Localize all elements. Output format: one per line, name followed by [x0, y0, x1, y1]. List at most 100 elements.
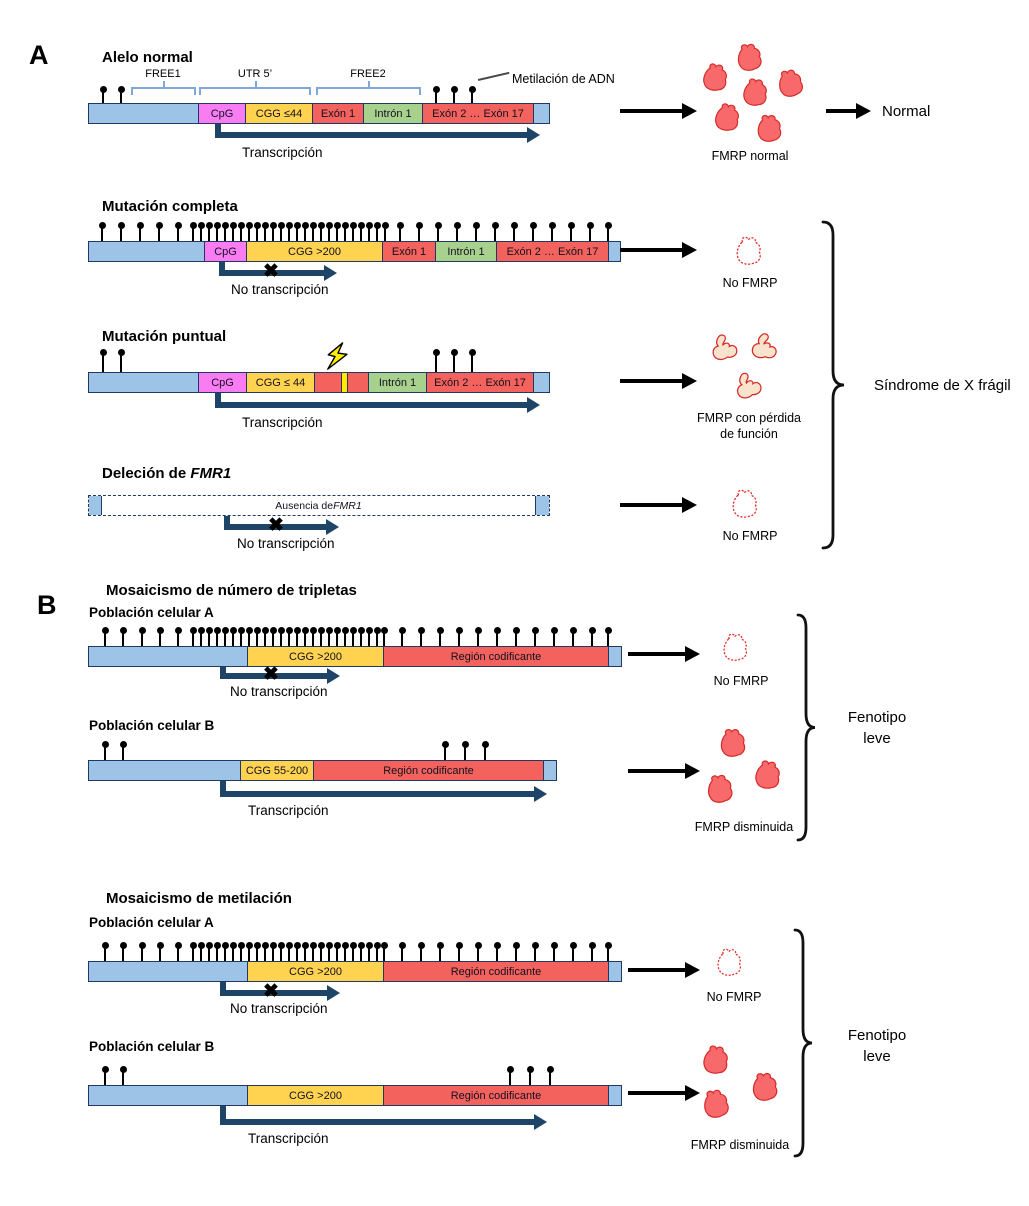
tripletas-poblacion-a-title: Población celular A	[89, 605, 214, 621]
mutacion-completa-methylation-stem-24	[344, 227, 346, 241]
label-text: Exón 2 … Exón 17	[506, 245, 599, 258]
mutacion-completa-methylation-head-18	[293, 221, 301, 229]
alelo-normal-transcription-arrowhead	[527, 127, 540, 143]
alelo-normal-transcription-label: Transcripción	[242, 145, 323, 160]
metilacion-poblacion-b-methylation-stem-2	[509, 1071, 511, 1085]
mutacion-completa-methylation-head-8	[213, 221, 221, 229]
tripletas-poblacion-b-methylation-stem-2	[444, 746, 446, 760]
mutacion-completa-methylation-stem-30	[399, 227, 401, 241]
delecion-fmr1-result-arrow-head	[682, 496, 697, 513]
tripletas-poblacion-a-segment-cgg-200: CGG >200	[248, 647, 384, 666]
fmrp-protein-blob-solid	[720, 728, 746, 757]
metilacion-poblacion-a-methylation-stem-9	[224, 947, 226, 961]
mutacion-completa-methylation-stem-8	[216, 227, 218, 241]
metilacion-poblacion-a-methylation-stem-7	[208, 947, 210, 961]
delecion-fmr1-result-label-0: No FMRP	[722, 529, 778, 543]
metilacion-poblacion-a-methylation-stem-37	[534, 947, 536, 961]
mutacion-completa-transcription-vertical	[219, 262, 225, 276]
tripletas-poblacion-a-methylation-stem-12	[248, 632, 250, 646]
label-text: Población celular A	[89, 605, 214, 620]
tripletas-poblacion-b-result-arrow-line	[628, 768, 687, 774]
panel-label-b: B	[37, 590, 57, 620]
tripletas-poblacion-b-segment-blue	[89, 761, 241, 780]
metilacion-poblacion-b-title: Población celular B	[89, 1039, 215, 1055]
mutacion-completa-methylation-head-5	[189, 221, 197, 229]
metilacion-poblacion-a-methylation-stem-20	[312, 947, 314, 961]
tripletas-poblacion-a-methylation-stem-17	[288, 632, 290, 646]
mutacion-puntual-methylation-stem-1	[120, 354, 122, 372]
tripletas-poblacion-a-methylation-head-5	[189, 626, 197, 634]
tripletas-poblacion-b-methylation-head-3	[461, 740, 469, 748]
brace-label-0-0: Síndrome de X frágil	[874, 377, 1011, 394]
tripletas-poblacion-a-methylation-stem-31	[420, 632, 422, 646]
region-bracket-label-2: FREE2	[350, 68, 386, 80]
mutacion-completa-methylation-head-24	[341, 221, 349, 229]
label-text-italic: FMR1	[190, 465, 232, 482]
mutacion-puntual-segment-cgg-44: CGG ≤ 44	[247, 373, 315, 392]
metilacion-poblacion-b-methylation-head-0	[101, 1065, 109, 1073]
metilacion-poblacion-a-methylation-head-28	[373, 941, 381, 949]
metilacion-poblacion-b-methylation-stem-3	[529, 1071, 531, 1085]
metilacion-poblacion-a-methylation-head-12	[245, 941, 253, 949]
metilacion-poblacion-a-methylation-stem-10	[232, 947, 234, 961]
fmrp-protein-blob-solid	[743, 78, 767, 106]
metilacion-poblacion-a-methylation-stem-26	[360, 947, 362, 961]
mutacion-completa-methylation-head-20	[309, 221, 317, 229]
alelo-normal-segment-cpg: CpG	[199, 104, 246, 123]
mutacion-puntual-transcription-vertical	[215, 393, 221, 408]
fmrp-protein-blob-solid	[757, 114, 782, 142]
metilacion-poblacion-a-methylation-head-19	[301, 941, 309, 949]
tripletas-poblacion-a-methylation-head-31	[417, 626, 425, 634]
mutacion-completa-methylation-head-36	[510, 221, 518, 229]
mutacion-completa-methylation-head-9	[221, 221, 229, 229]
metilacion-poblacion-a-methylation-stem-3	[159, 947, 161, 961]
methylation-legend-line	[477, 71, 510, 81]
tripletas-poblacion-a-methylation-head-40	[588, 626, 596, 634]
metilacion-poblacion-a-methylation-head-35	[493, 941, 501, 949]
delecion-fmr1-transcription-arm	[224, 524, 328, 530]
label-text: Población celular B	[89, 1039, 215, 1054]
mutacion-completa-transcription-arrowhead	[324, 265, 337, 281]
region-bracket-label-1: UTR 5’	[237, 68, 273, 80]
mutacion-completa-methylation-head-3	[155, 221, 163, 229]
segment-label: CGG 55-200	[241, 761, 313, 780]
mutacion-completa-segment-cpg: CpG	[205, 242, 247, 261]
mutacion-completa-methylation-head-12	[245, 221, 253, 229]
tripletas-poblacion-a-methylation-head-19	[301, 626, 309, 634]
segment-label: Región codificante	[384, 962, 608, 981]
metilacion-poblacion-a-no-transcription-cross: ✖	[263, 981, 279, 1002]
alelo-normal-segment-blue	[89, 104, 199, 123]
tripletas-poblacion-a-methylation-head-35	[493, 626, 501, 634]
delecion-fmr1-segment-blue	[536, 496, 549, 515]
region-bracket-tick-r-0	[194, 87, 196, 95]
tripletas-poblacion-a-methylation-head-15	[269, 626, 277, 634]
metilacion-poblacion-a-methylation-head-15	[269, 941, 277, 949]
mutacion-puntual-segment-intr-n-1: Intrón 1	[369, 373, 427, 392]
mutacion-completa-methylation-stem-14	[264, 227, 266, 241]
alelo-normal-methylation-stem-1	[120, 91, 122, 103]
tripletas-poblacion-a-methylation-head-17	[285, 626, 293, 634]
metilacion-poblacion-a-methylation-head-34	[474, 941, 482, 949]
mutacion-completa-methylation-stem-31	[418, 227, 420, 241]
metilacion-poblacion-a-methylation-head-39	[569, 941, 577, 949]
metilacion-poblacion-a-methylation-head-26	[357, 941, 365, 949]
metilacion-poblacion-a-methylation-stem-29	[383, 947, 385, 961]
mutacion-completa-methylation-head-22	[325, 221, 333, 229]
mutacion-completa-methylation-stem-2	[139, 227, 141, 241]
metilacion-poblacion-a-methylation-stem-36	[515, 947, 517, 961]
grouping-brace-0	[821, 220, 845, 550]
tripletas-poblacion-b-result-arrow-head	[685, 762, 700, 779]
mutacion-completa-methylation-stem-6	[200, 227, 202, 241]
tripletas-poblacion-b-segment-regi-n-codificante: Región codificante	[314, 761, 544, 780]
tripletas-poblacion-a-methylation-head-37	[531, 626, 539, 634]
mutacion-completa-methylation-head-27	[365, 221, 373, 229]
metilacion-poblacion-a-methylation-head-24	[341, 941, 349, 949]
mutacion-completa-methylation-head-26	[357, 221, 365, 229]
tripletas-poblacion-a-result-arrow-head	[685, 645, 700, 662]
tripletas-poblacion-a-methylation-stem-37	[534, 632, 536, 646]
mutacion-completa-methylation-stem-3	[158, 227, 160, 241]
mutacion-completa-methylation-head-6	[197, 221, 205, 229]
segment-label: Exón 1	[313, 104, 363, 123]
metilacion-poblacion-a-methylation-head-13	[253, 941, 261, 949]
mutacion-completa-methylation-head-29	[381, 221, 389, 229]
